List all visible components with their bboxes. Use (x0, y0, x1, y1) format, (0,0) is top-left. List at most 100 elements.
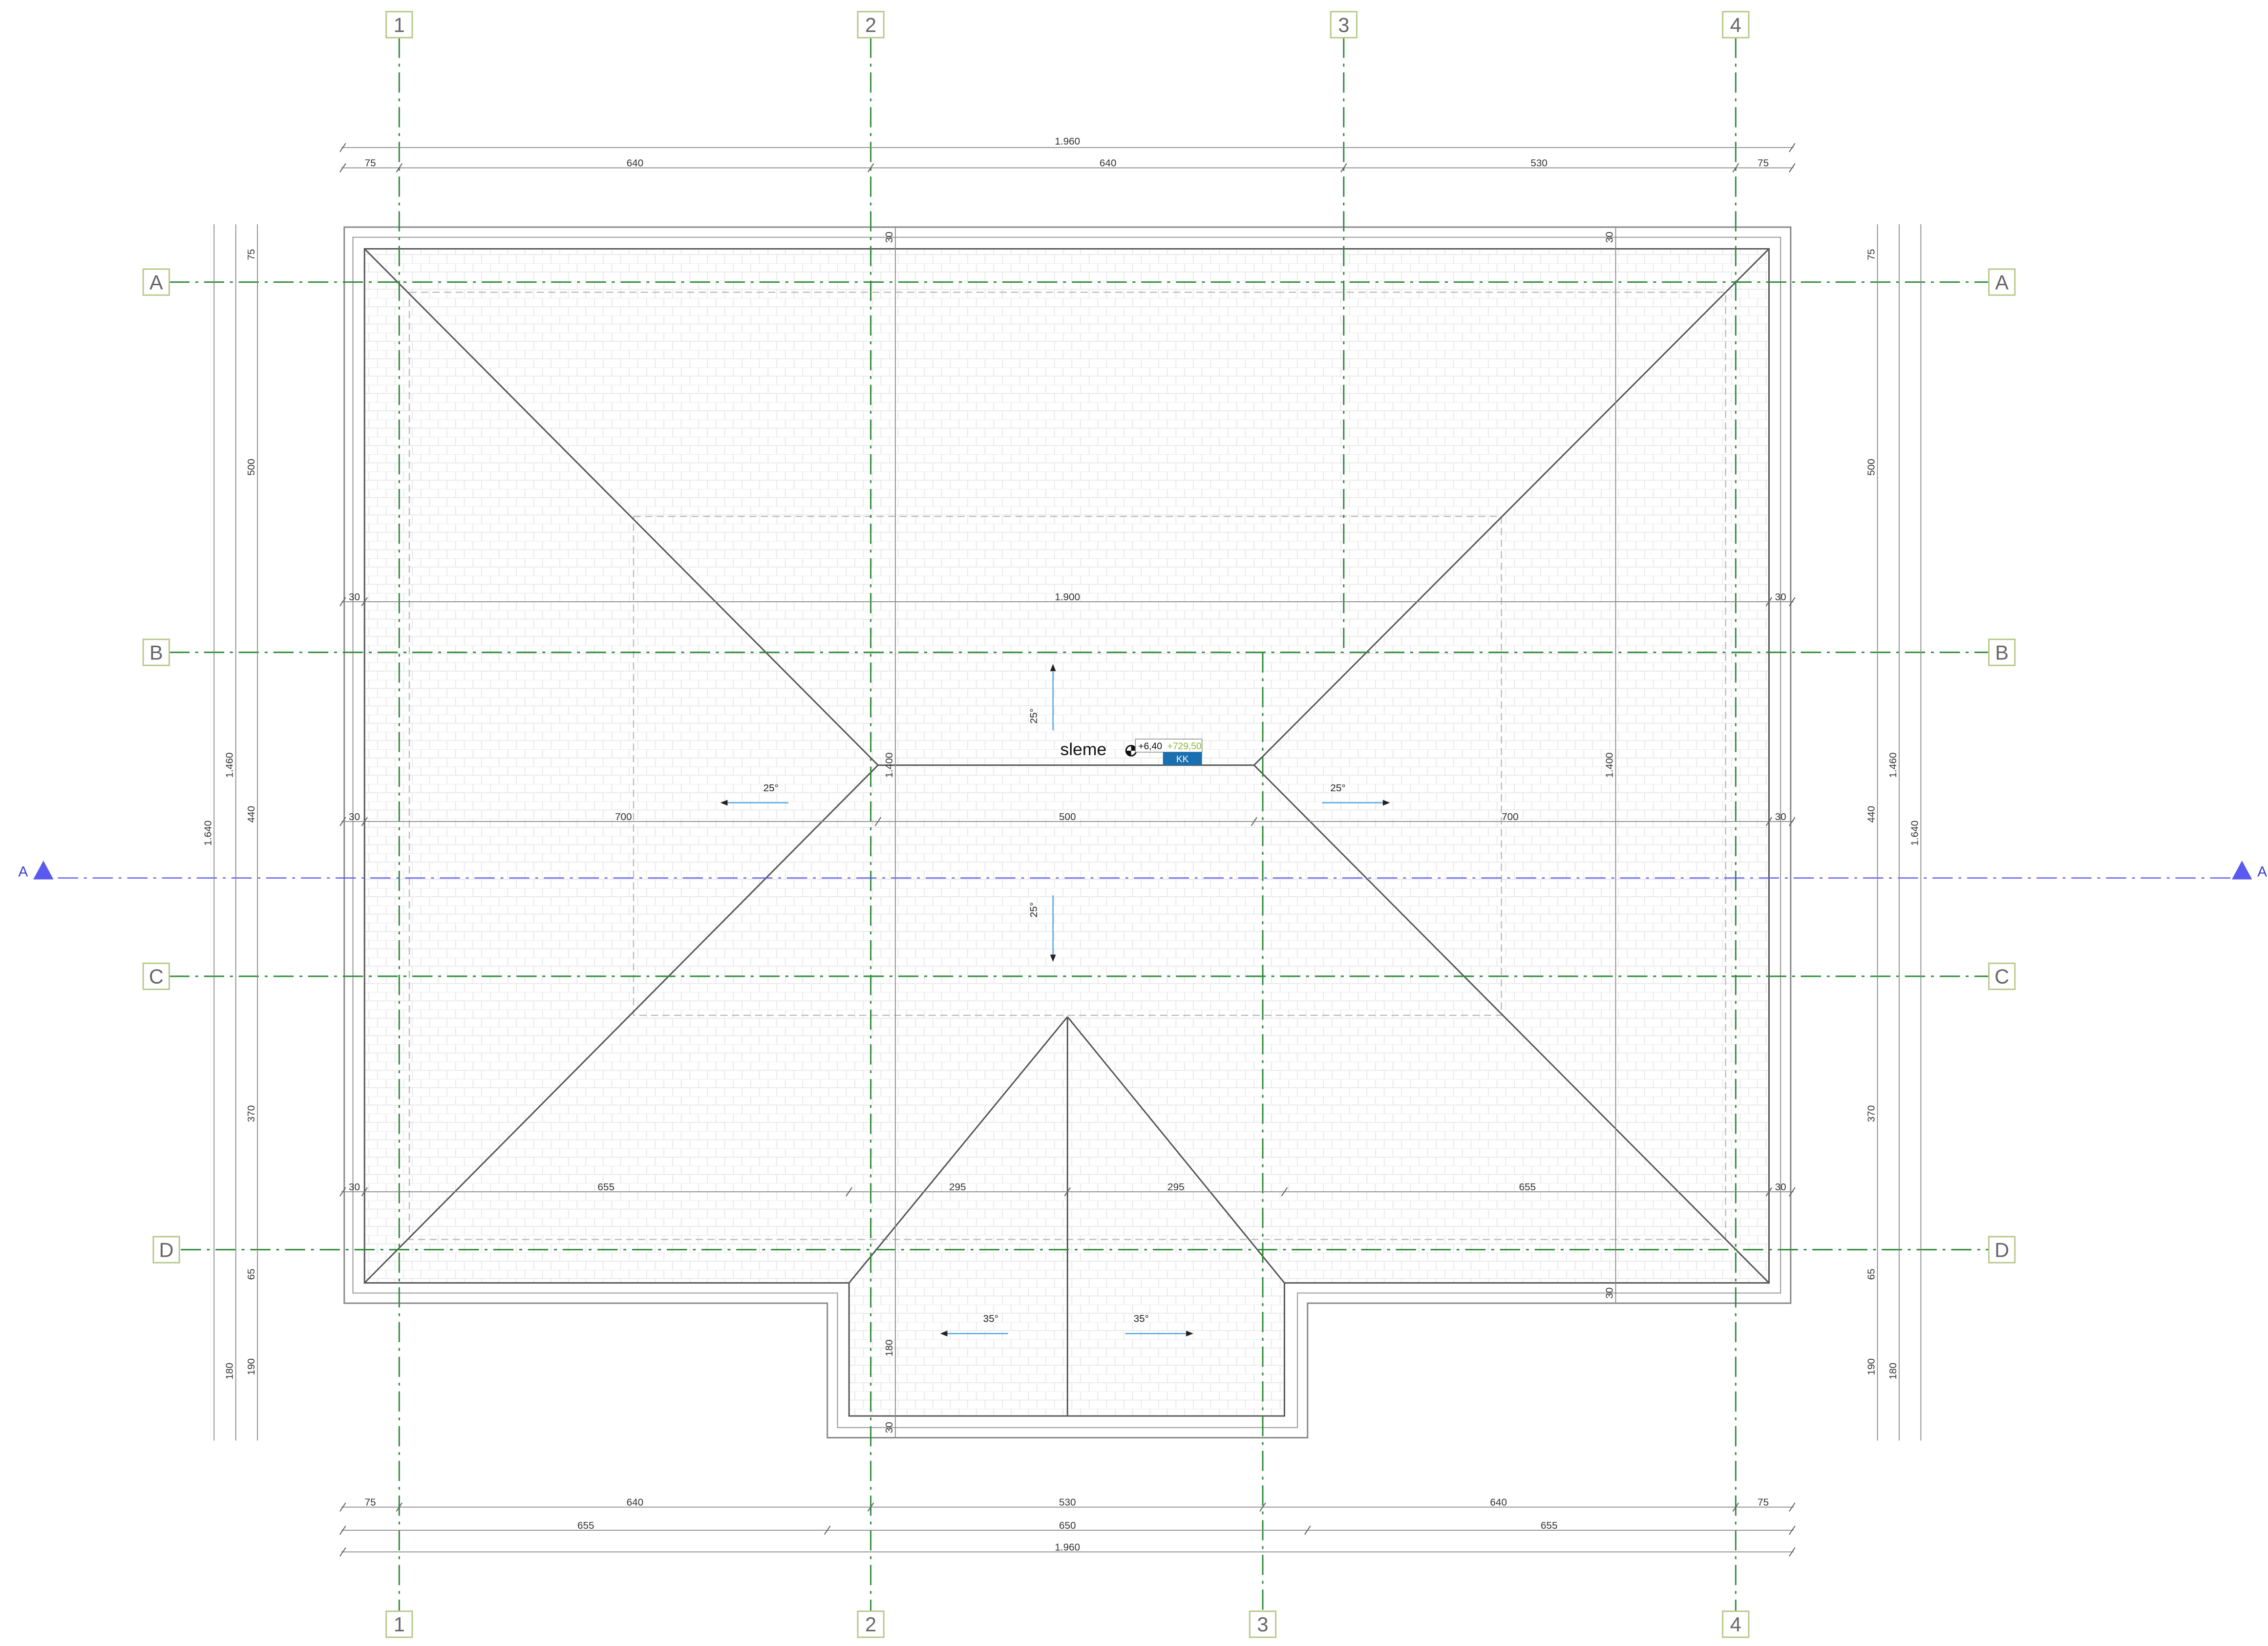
slope-arrow-gable-right: 35° (1125, 1313, 1193, 1337)
dim-mid-3: 500 (1059, 811, 1076, 823)
grid-bubble-left-c: C (142, 962, 170, 991)
svg-text:25°: 25° (1330, 782, 1345, 794)
grid-bubble-top-4: 4 (1722, 11, 1750, 39)
svg-text:C: C (1994, 965, 2009, 988)
svg-text:35°: 35° (983, 1313, 998, 1325)
grid-bubble-top-3: 3 (1330, 11, 1357, 39)
svg-text:C: C (149, 965, 164, 988)
dim-gable-height: 180 (884, 1340, 895, 1357)
dim-bottom-row1-5: 75 (1758, 1497, 1769, 1508)
section-line: A A (19, 860, 2267, 880)
grid-bubble-bottom-2: 2 (857, 1610, 885, 1638)
dimension-lines (213, 147, 1922, 1553)
elevation-tag-box (1163, 752, 1202, 765)
dim-mid-5: 30 (1775, 811, 1786, 823)
svg-text:A: A (149, 271, 163, 294)
dim-left-seg-2: 500 (246, 459, 257, 476)
dim-low-1: 30 (349, 1182, 360, 1193)
roof-outline (343, 226, 1792, 1438)
dim-vert-top-right: 30 (1604, 232, 1615, 243)
dim-bottom-overall: 1.960 (1055, 1541, 1080, 1553)
dim-b-mid: 1.900 (1055, 591, 1080, 603)
dim-right-total-outer: 1.640 (1909, 821, 1920, 846)
dim-top-seg-5: 75 (1758, 158, 1769, 169)
slope-arrow-right: 25° (1322, 782, 1390, 806)
dimensions-right: 75 500 440 370 65 190 1.460 180 1.640 (1866, 249, 1921, 1380)
dim-low-4: 295 (1167, 1182, 1185, 1193)
dim-top-seg-4: 530 (1530, 158, 1547, 169)
roof-lines (364, 248, 1770, 1416)
elevation-tag: KK (1176, 755, 1189, 765)
dim-b-left: 30 (349, 591, 360, 603)
dim-vert-bottom-left: 30 (884, 1422, 895, 1433)
dim-top-overall: 1.960 (1055, 136, 1080, 147)
dim-right-seg-1: 75 (1866, 249, 1877, 260)
grid-bubble-right-c: C (1988, 962, 2016, 991)
slope-arrow-left: 25° (720, 782, 788, 806)
dim-low-3: 295 (949, 1182, 966, 1193)
svg-text:A: A (1995, 271, 2009, 294)
dim-low-5: 655 (1519, 1182, 1536, 1193)
svg-text:25°: 25° (1028, 708, 1039, 723)
dim-right-total-inner: 1.460 (1887, 753, 1899, 778)
dim-right-extension: 180 (1887, 1363, 1899, 1380)
dim-bottom-row1-3: 530 (1059, 1497, 1076, 1508)
dim-right-seg-5: 65 (1866, 1268, 1877, 1280)
elevation-absolute: +729,50 (1167, 741, 1202, 752)
svg-text:3: 3 (1338, 13, 1349, 36)
dimensions-bottom: 75 640 530 640 75 655 650 655 1.960 (365, 1497, 1769, 1553)
dim-mid-1: 30 (349, 811, 360, 823)
dimension-ticks (339, 143, 1796, 1557)
section-label-right: A (2257, 864, 2267, 880)
svg-text:25°: 25° (1028, 902, 1039, 917)
svg-text:D: D (1994, 1238, 2009, 1261)
dim-vert-bottom-right: 30 (1604, 1287, 1615, 1299)
svg-text:3: 3 (1257, 1613, 1269, 1636)
grid-bubble-left-d: D (152, 1236, 180, 1264)
dim-bottom-row1-1: 75 (365, 1497, 376, 1508)
dimensions-left: 75 500 440 370 65 190 1.460 180 1.640 (202, 249, 257, 1380)
svg-text:B: B (149, 641, 163, 664)
dim-bottom-row2-3: 655 (1541, 1520, 1558, 1531)
section-marker-left-icon (33, 860, 54, 880)
dimensions-internal: 30 1.900 30 30 700 500 700 30 30 655 295… (349, 232, 1786, 1433)
svg-text:B: B (1995, 641, 2009, 664)
ridge-elevation-marker: sleme +6,40 +729,50 KK (1060, 739, 1203, 765)
grid-bubble-bottom-4: 4 (1722, 1610, 1750, 1638)
grid-bubble-left-b: B (142, 638, 170, 666)
dim-left-total-inner: 1.460 (224, 753, 235, 778)
elevation-relative: +6,40 (1138, 741, 1162, 752)
dim-bottom-row2-1: 655 (577, 1520, 594, 1531)
grid-lines (169, 38, 1989, 1611)
dim-left-total-outer: 1.640 (202, 821, 213, 846)
dim-left-seg-4: 370 (246, 1105, 257, 1122)
svg-text:1: 1 (394, 13, 405, 36)
section-marker-right-icon (2231, 860, 2252, 880)
dim-left-seg-3: 440 (246, 806, 257, 823)
dim-low-2: 655 (597, 1182, 615, 1193)
dim-bottom-row1-4: 640 (1490, 1497, 1507, 1508)
grid-bubble-left-a: A (142, 268, 170, 296)
dim-mid-2: 700 (615, 811, 632, 823)
grid-bubble-bottom-3: 3 (1249, 1610, 1277, 1638)
dim-top-seg-3: 640 (1100, 158, 1117, 169)
dim-b-right: 30 (1775, 591, 1786, 603)
dim-top-seg-1: 75 (365, 158, 376, 169)
dimensions-top: 1.960 75 640 640 530 75 (365, 136, 1769, 169)
section-label-left: A (19, 864, 28, 880)
grid-bubble-top-1: 1 (385, 11, 413, 39)
dim-right-seg-4: 370 (1866, 1105, 1877, 1122)
svg-text:4: 4 (1730, 1613, 1741, 1636)
dim-right-seg-3: 440 (1866, 806, 1877, 823)
dim-low-6: 30 (1775, 1182, 1786, 1193)
dim-right-seg-6: 190 (1866, 1358, 1877, 1375)
slope-arrow-up: 25° (1028, 664, 1056, 731)
dim-left-extension: 180 (224, 1363, 235, 1380)
grid-bubble-right-d: D (1988, 1236, 2016, 1264)
grid-bubble-bottom-1: 1 (385, 1610, 413, 1638)
ridge-label: sleme (1060, 739, 1106, 759)
dim-left-seg-5: 65 (246, 1268, 257, 1280)
dim-vert-top-left: 30 (884, 232, 895, 243)
svg-text:2: 2 (865, 13, 876, 36)
